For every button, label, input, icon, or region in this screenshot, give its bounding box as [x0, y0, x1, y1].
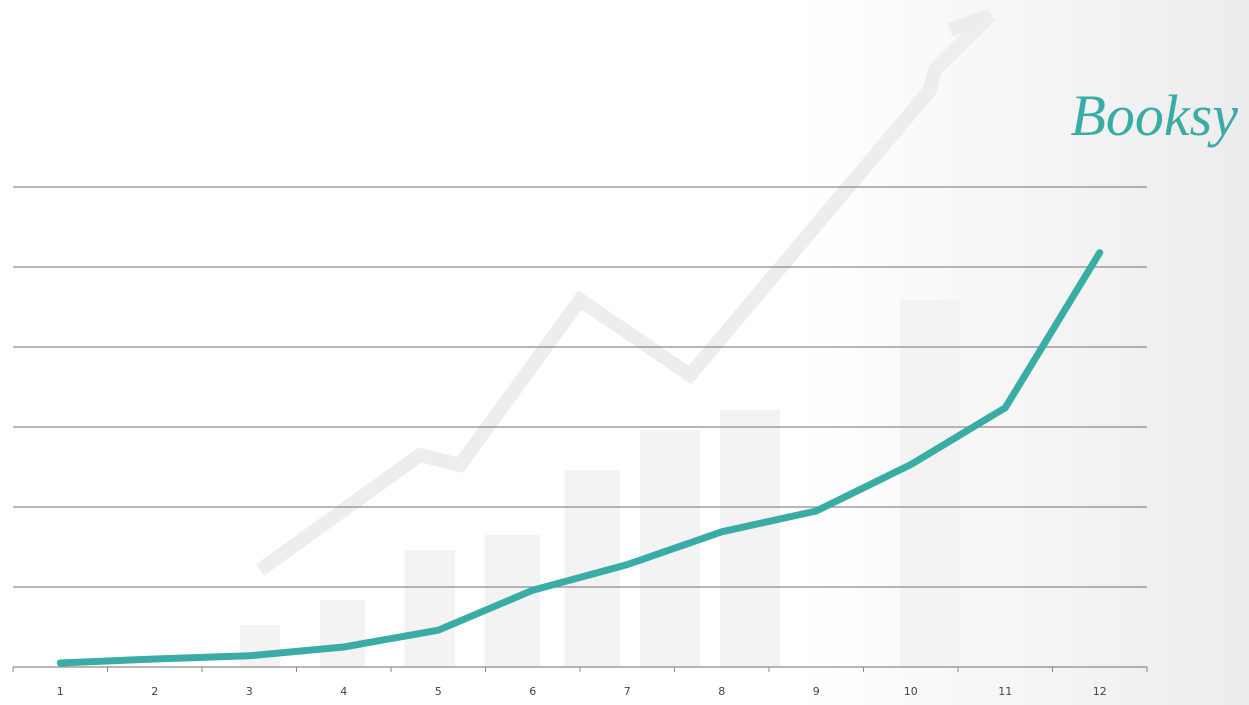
- x-tick-label: 7: [624, 685, 631, 698]
- x-tick-label: 12: [1093, 685, 1107, 698]
- x-tick-label: 4: [340, 685, 347, 698]
- x-tick-label: 2: [151, 685, 158, 698]
- data-line: [56, 249, 1104, 667]
- x-tick-label: 11: [998, 685, 1012, 698]
- x-tick-label: 8: [718, 685, 725, 698]
- logo: Booksy: [1071, 83, 1239, 148]
- background-arrow: [255, 8, 995, 576]
- x-tick-label: 6: [529, 685, 536, 698]
- x-tick-label: 3: [246, 685, 253, 698]
- x-tick-label: 5: [435, 685, 442, 698]
- x-tick-label: 1: [57, 685, 64, 698]
- x-tick-label: 9: [813, 685, 820, 698]
- x-tick-label: 10: [904, 685, 918, 698]
- plot-area: 1 2 3 4 5 6 7 8 9 10 11 12: [12, 186, 1148, 698]
